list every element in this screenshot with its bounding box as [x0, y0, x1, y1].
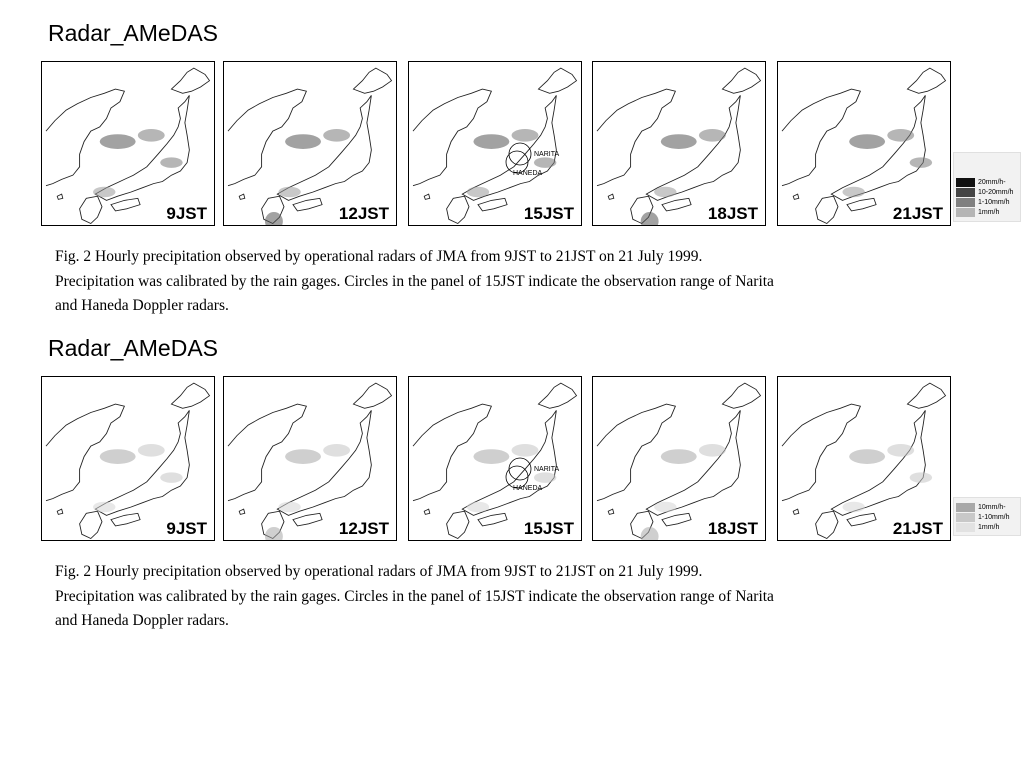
japan-map [227, 67, 393, 225]
radar-panel-9jst: 9JST [41, 61, 215, 226]
radar-label-narita: NARITA [534, 151, 560, 158]
japan-map [412, 67, 578, 225]
japan-map [781, 67, 947, 225]
radar-label-haneda: HANEDA [513, 485, 543, 492]
legend-label: 1-10mm/h [978, 513, 1010, 521]
panel-time-label: 15JST [521, 519, 576, 539]
caption-line: and Haneda Doppler radars. [55, 297, 229, 314]
legend-label: 1-10mm/h [978, 198, 1010, 206]
panel-time-label: 9JST [164, 519, 209, 539]
legend-swatch [956, 187, 975, 197]
radar-panel-15jst: NARITA HANEDA 15JST [408, 61, 582, 226]
legend-swatch [956, 522, 975, 532]
radar-panel-18jst: 18JST [592, 61, 766, 226]
panel-time-label: 12JST [336, 204, 391, 224]
caption-line: Precipitation was calibrated by the rain… [55, 587, 774, 605]
caption-line: and Haneda Doppler radars. [55, 612, 229, 629]
japan-map [45, 67, 211, 225]
caption-line: Fig. 2 Hourly precipitation observed by … [55, 248, 703, 265]
section-title: Radar_AMeDAS [48, 20, 219, 46]
radar-label-narita: NARITA [534, 466, 560, 473]
legend-label: 10-20mm/h [978, 188, 1014, 196]
precipitation-legend: 20mm/h- 10-20mm/h 1-10mm/h 1mm/h [953, 152, 1021, 222]
panel-time-label: 21JST [890, 204, 945, 224]
radar-panel-9jst: 9JST [41, 376, 215, 541]
radar-panel-21jst: 21JST [777, 61, 951, 226]
legend-entry: 10mm/h- [954, 502, 1006, 512]
legend-swatch [956, 512, 975, 522]
japan-map [596, 67, 762, 225]
legend-entry: 1mm/h [954, 522, 999, 532]
caption-line: Precipitation was calibrated by the rain… [55, 272, 774, 290]
legend-entry: 10-20mm/h [954, 187, 1013, 197]
legend-label: 10mm/h- [978, 503, 1006, 511]
figure-caption: Fig. 2 Hourly precipitation observed by … [55, 245, 1000, 319]
japan-map [412, 382, 578, 540]
legend-swatch [956, 207, 975, 217]
panel-time-label: 18JST [705, 519, 760, 539]
legend-swatch [956, 502, 975, 512]
figure-caption: Fig. 2 Hourly precipitation observed by … [55, 560, 1000, 634]
legend-label: 1mm/h [978, 208, 1000, 216]
radar-panel-12jst: 12JST [223, 376, 397, 541]
radar-panel-15jst: NARITA HANEDA 15JST [408, 376, 582, 541]
legend-label: 20mm/h- [978, 178, 1006, 186]
japan-map [781, 382, 947, 540]
precipitation-legend: 10mm/h- 1-10mm/h 1mm/h [953, 497, 1021, 536]
panel-time-label: 12JST [336, 519, 391, 539]
legend-entry: 1mm/h [954, 207, 999, 217]
japan-map [596, 382, 762, 540]
section-title: Radar_AMeDAS [48, 335, 219, 361]
panel-time-label: 9JST [164, 204, 209, 224]
caption-line: Fig. 2 Hourly precipitation observed by … [55, 563, 703, 580]
japan-map [227, 382, 393, 540]
legend-label: 1mm/h [978, 523, 1000, 531]
legend-swatch [956, 197, 975, 207]
legend-entry: 1-10mm/h [954, 197, 1010, 207]
radar-panel-12jst: 12JST [223, 61, 397, 226]
panel-time-label: 15JST [521, 204, 576, 224]
legend-swatch [956, 177, 975, 187]
radar-panel-18jst: 18JST [592, 376, 766, 541]
panel-time-label: 18JST [705, 204, 760, 224]
radar-label-haneda: HANEDA [513, 170, 543, 177]
japan-map [45, 382, 211, 540]
legend-entry: 20mm/h- [954, 177, 1006, 187]
panel-time-label: 21JST [890, 519, 945, 539]
legend-entry: 1-10mm/h [954, 512, 1010, 522]
radar-panel-21jst: 21JST [777, 376, 951, 541]
